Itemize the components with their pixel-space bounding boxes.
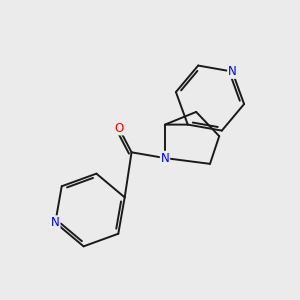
Text: N: N [228, 65, 237, 78]
Text: N: N [160, 152, 169, 165]
Text: O: O [114, 122, 124, 135]
Text: N: N [51, 216, 60, 229]
